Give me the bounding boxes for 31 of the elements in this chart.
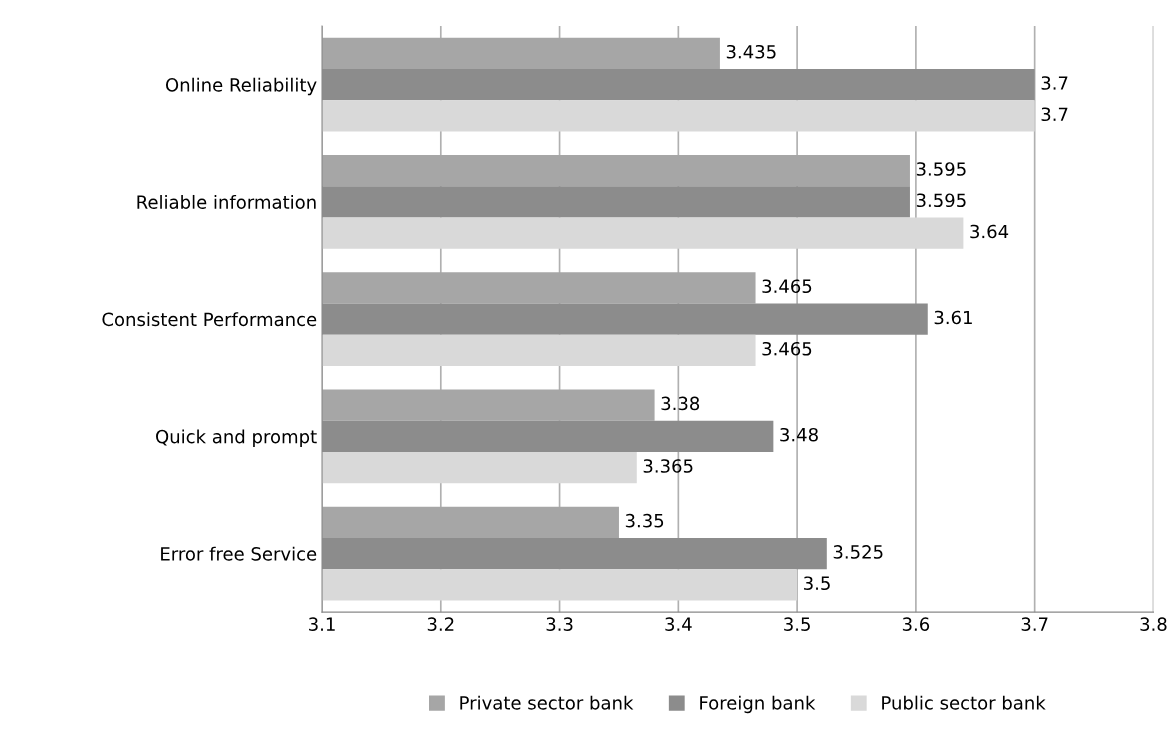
x-tick-label: 3.2	[427, 617, 454, 631]
data-label: 3.595	[916, 193, 966, 208]
x-tick-label: 3.4	[665, 617, 692, 631]
y-tick-label: Quick and prompt	[156, 429, 317, 447]
data-label: 3.48	[780, 427, 818, 442]
x-tick-label: 3.5	[784, 617, 810, 631]
data-label: 3.525	[833, 545, 883, 559]
data-label: 3.35	[625, 513, 664, 528]
data-label: 3.7	[1041, 107, 1068, 122]
data-label: 3.5	[804, 576, 830, 591]
y-tick-label: Reliable information	[137, 194, 316, 209]
data-label: 3.465	[762, 279, 812, 294]
x-tick-label: 3.8	[1140, 617, 1167, 631]
y-tick-label: Consistent Performance	[102, 312, 317, 327]
data-label: 3.64	[970, 224, 1009, 239]
data-label: 3.61	[934, 310, 972, 325]
data-label: 3.7	[1041, 76, 1068, 90]
data-label: 3.38	[661, 396, 700, 411]
legend-label: Foreign bank	[700, 695, 816, 714]
x-tick-label: 3.3	[546, 617, 573, 631]
x-tick-label: 3.1	[309, 617, 335, 631]
legend-label: Private sector bank	[460, 695, 634, 710]
y-tick-label: Error free Service	[161, 546, 317, 561]
legend-label: Public sector bank	[882, 695, 1046, 710]
y-tick-label: Online Reliability	[165, 77, 317, 96]
data-label: 3.465	[762, 341, 812, 356]
data-label: 3.365	[643, 459, 693, 473]
x-tick-label: 3.7	[1021, 617, 1048, 631]
data-label: 3.435	[726, 44, 776, 59]
data-label: 3.595	[916, 162, 966, 176]
x-tick-label: 3.6	[902, 617, 930, 631]
